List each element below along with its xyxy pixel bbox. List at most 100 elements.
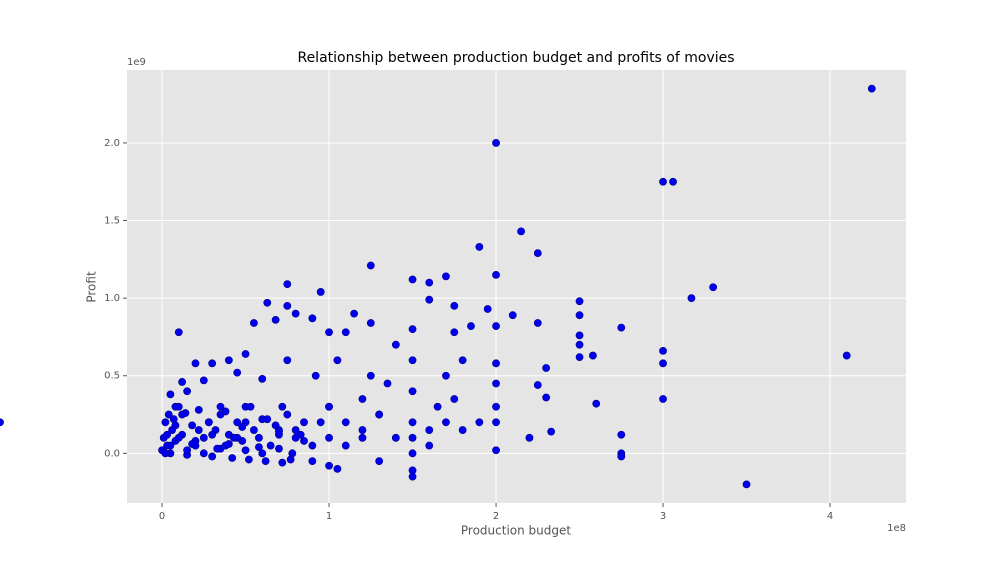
point	[492, 359, 500, 368]
y-offset: 1e9	[127, 57, 146, 68]
point	[283, 410, 292, 419]
point	[408, 387, 417, 396]
point	[366, 371, 375, 380]
point	[199, 433, 208, 442]
point	[408, 356, 417, 365]
point	[308, 457, 317, 465]
point	[224, 440, 233, 448]
x-tick-label: 3	[660, 511, 666, 522]
point	[263, 415, 272, 424]
point	[408, 275, 417, 284]
point	[517, 227, 525, 236]
point	[208, 359, 217, 368]
point	[525, 433, 534, 442]
point	[229, 433, 238, 442]
point	[475, 243, 484, 251]
point	[492, 418, 500, 427]
point	[171, 421, 180, 430]
point	[425, 441, 434, 450]
point	[311, 371, 320, 380]
point	[188, 440, 197, 448]
point	[433, 402, 442, 411]
y-tick-label: 0.5	[104, 371, 120, 382]
point	[450, 328, 459, 337]
point	[275, 444, 283, 453]
point	[325, 433, 333, 442]
point	[742, 480, 751, 489]
point	[483, 305, 492, 313]
point	[161, 449, 170, 458]
point	[542, 364, 551, 372]
point	[617, 430, 626, 439]
point	[283, 301, 292, 310]
point	[366, 319, 375, 327]
point	[266, 441, 275, 450]
point	[350, 309, 359, 318]
point	[213, 444, 222, 453]
point	[533, 249, 542, 258]
point	[238, 423, 247, 431]
point	[669, 177, 677, 186]
point	[341, 441, 350, 450]
point	[261, 457, 270, 465]
point	[194, 426, 203, 434]
x-tick-label: 2	[493, 511, 499, 522]
point	[592, 399, 601, 408]
point	[408, 472, 417, 481]
x-tick-label: 4	[827, 511, 833, 522]
point	[659, 347, 667, 355]
point	[283, 280, 292, 289]
point	[492, 379, 500, 388]
point	[250, 319, 258, 327]
point	[278, 458, 287, 467]
point	[458, 426, 467, 434]
point	[255, 433, 263, 442]
x-tick-label: 1	[326, 511, 332, 522]
point	[383, 379, 392, 388]
point	[617, 323, 626, 332]
point	[183, 446, 192, 455]
point	[358, 433, 367, 442]
point	[161, 418, 170, 427]
point	[216, 402, 225, 411]
point	[0, 418, 4, 427]
point	[221, 407, 230, 416]
point	[547, 427, 556, 436]
point	[296, 430, 305, 439]
point	[575, 353, 584, 362]
y-tick-label: 2.0	[104, 138, 120, 149]
point	[174, 433, 183, 442]
point	[450, 301, 459, 310]
y-axis-label: Profit	[85, 271, 99, 303]
point	[263, 298, 272, 307]
point	[308, 314, 317, 323]
point	[867, 84, 876, 93]
point	[508, 311, 517, 320]
point	[308, 441, 317, 450]
point	[241, 446, 250, 455]
point	[250, 426, 258, 434]
point	[333, 356, 342, 365]
y-tick-label: 0.0	[104, 448, 120, 459]
point	[278, 402, 287, 411]
point	[375, 457, 384, 465]
point	[228, 454, 237, 462]
point	[286, 455, 295, 464]
point	[291, 426, 300, 434]
point	[325, 328, 333, 337]
point	[575, 331, 584, 340]
point	[366, 261, 375, 270]
point	[467, 322, 475, 330]
point	[183, 387, 192, 396]
point	[291, 309, 300, 318]
point	[458, 356, 467, 365]
point	[194, 405, 203, 414]
point	[166, 441, 175, 450]
point	[271, 315, 280, 324]
point	[659, 359, 667, 368]
point	[300, 437, 308, 445]
point	[178, 410, 187, 419]
point	[408, 418, 417, 427]
point	[300, 418, 308, 427]
